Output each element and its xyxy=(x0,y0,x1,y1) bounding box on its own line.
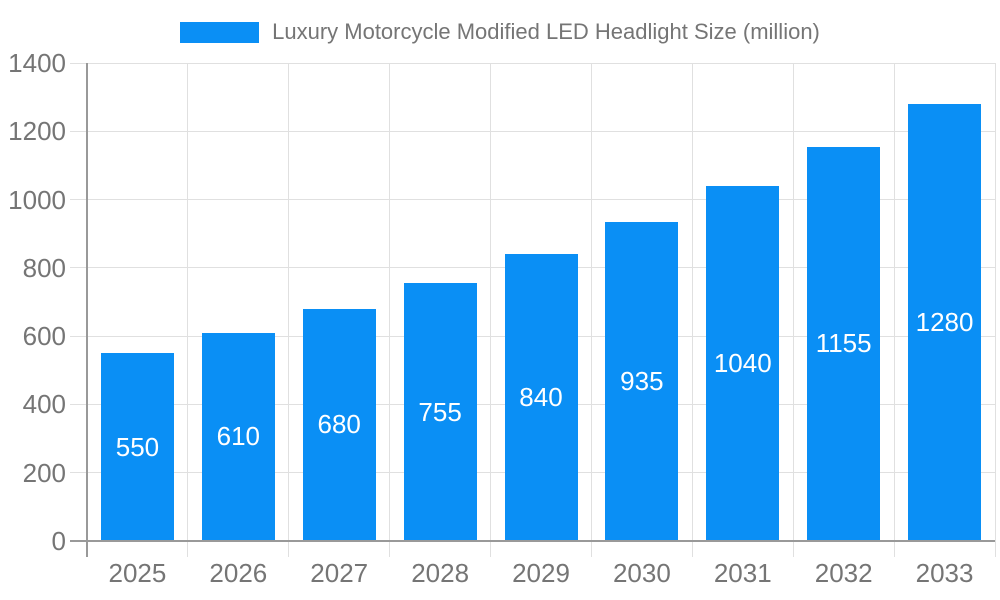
bar[interactable]: 1040 xyxy=(706,185,780,541)
y-tick-label: 0 xyxy=(51,526,66,556)
x-tick-label: 2029 xyxy=(512,558,570,588)
x-tick-label: 2028 xyxy=(411,558,470,588)
x-gridline xyxy=(288,63,290,541)
y-tick-mark xyxy=(70,267,87,269)
y-tick-label: 400 xyxy=(22,389,66,420)
bar-value-label: 935 xyxy=(620,365,664,396)
x-tick-label: 2033 xyxy=(915,558,974,588)
bar-value-label: 840 xyxy=(519,382,563,413)
bar-value-label: 610 xyxy=(216,421,261,452)
y-tick-mark xyxy=(70,62,87,64)
x-tick-label: 2026 xyxy=(209,558,268,588)
legend-label: Luxury Motorcycle Modified LED Headlight… xyxy=(272,19,820,44)
bar-value-label: 1280 xyxy=(915,306,974,337)
legend[interactable]: Luxury Motorcycle Modified LED Headlight… xyxy=(0,19,1000,44)
x-gridline xyxy=(994,63,996,541)
x-gridline xyxy=(893,63,895,541)
bar-value-label: 1155 xyxy=(815,328,872,359)
y-tick-label: 1400 xyxy=(8,48,66,78)
y-axis-line xyxy=(86,63,88,557)
x-gridline xyxy=(389,63,391,541)
y-tick-mark xyxy=(70,403,87,405)
y-gridline xyxy=(87,62,995,64)
bar[interactable]: 680 xyxy=(302,308,376,541)
y-tick-label: 600 xyxy=(22,321,66,352)
x-tick-mark xyxy=(590,541,592,557)
x-tick-mark xyxy=(389,541,391,557)
x-gridline xyxy=(187,63,189,541)
x-gridline xyxy=(792,63,794,541)
x-tick-label: 2025 xyxy=(108,558,167,588)
bar[interactable]: 840 xyxy=(504,254,578,541)
y-gridline xyxy=(87,199,995,201)
bar[interactable]: 550 xyxy=(100,353,174,541)
x-gridline xyxy=(490,63,492,541)
bar-value-label: 550 xyxy=(115,431,160,462)
y-gridline xyxy=(87,130,995,132)
bar[interactable]: 1280 xyxy=(908,103,982,541)
y-tick-label: 800 xyxy=(22,252,66,283)
x-gridline xyxy=(590,63,592,541)
x-tick-mark xyxy=(893,541,895,557)
bar-value-label: 1040 xyxy=(713,347,772,378)
x-tick-mark xyxy=(288,541,290,557)
bar-value-label: 680 xyxy=(317,409,361,440)
bar[interactable]: 610 xyxy=(201,332,275,541)
y-tick-label: 200 xyxy=(22,457,66,488)
legend-swatch-icon xyxy=(180,21,260,43)
x-tick-label: 2031 xyxy=(713,558,772,588)
x-gridline xyxy=(691,63,693,541)
y-tick-mark xyxy=(70,130,87,132)
x-tick-mark xyxy=(490,541,492,557)
bar[interactable]: 1155 xyxy=(807,146,881,541)
x-tick-mark xyxy=(994,541,996,557)
x-tick-mark xyxy=(792,541,794,557)
y-tick-mark xyxy=(70,199,87,201)
bar-value-label: 755 xyxy=(418,396,462,427)
y-tick-mark xyxy=(70,472,87,474)
x-tick-mark xyxy=(691,541,693,557)
x-tick-label: 2027 xyxy=(310,558,369,588)
x-tick-label: 2032 xyxy=(814,558,873,588)
bar[interactable]: 755 xyxy=(403,283,477,541)
x-tick-label: 2030 xyxy=(612,558,671,588)
y-tick-mark xyxy=(70,335,87,337)
x-axis-line xyxy=(70,540,995,542)
y-tick-label: 1000 xyxy=(8,184,66,215)
bar[interactable]: 935 xyxy=(605,221,679,541)
x-tick-mark xyxy=(187,541,189,557)
y-tick-label: 1200 xyxy=(8,116,66,147)
